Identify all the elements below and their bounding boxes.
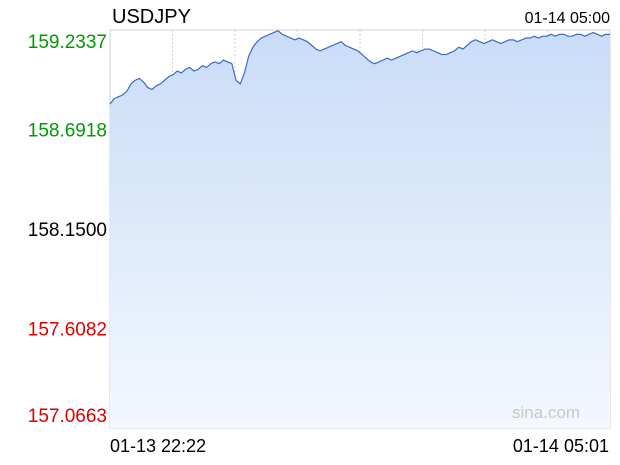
x-tick-label-end: 01-14 05:01 <box>513 436 609 456</box>
price-area-fill <box>110 30 610 429</box>
y-tick-label: 157.6082 <box>28 319 107 340</box>
x-tick-label-start: 01-13 22:22 <box>110 436 206 456</box>
y-tick-label: 159.2337 <box>28 32 107 53</box>
price-line <box>109 30 610 105</box>
timestamp: 01-14 05:00 <box>525 10 611 27</box>
x-axis-labels: 01-13 22:22 01-14 05:01 <box>110 436 609 456</box>
y-axis-labels: 159.2337 158.6918 158.1500 157.6082 157.0663 <box>28 32 107 427</box>
price-area <box>109 30 610 429</box>
y-tick-label: 157.0663 <box>28 406 107 427</box>
chart-title: USDJPY <box>112 6 191 28</box>
y-tick-label: 158.1500 <box>28 220 107 241</box>
y-tick-label: 158.6918 <box>28 121 107 142</box>
watermark: sina.com <box>512 403 580 422</box>
